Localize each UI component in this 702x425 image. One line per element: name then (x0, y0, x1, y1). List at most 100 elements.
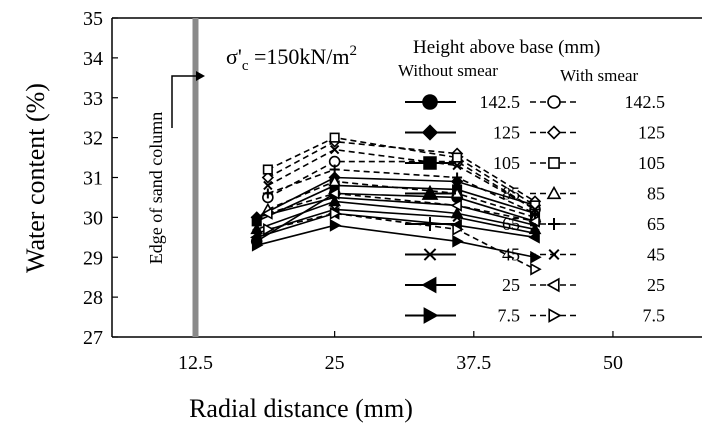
y-tick-label: 27 (83, 327, 103, 349)
legend-row-without: 25 (405, 275, 520, 295)
marker-triangle-right (452, 234, 464, 248)
series-line (267, 136, 536, 207)
marker-circle (422, 94, 438, 110)
series-line (267, 168, 536, 215)
legend-label: 125 (638, 123, 665, 143)
y-tick-label: 32 (83, 128, 103, 150)
legend-row-without: 125 (405, 123, 520, 143)
legend-label: 85 (502, 184, 520, 204)
marker-triangle-right (263, 222, 275, 236)
marker-square (262, 164, 273, 175)
legend-group-without-smear: Without smear (398, 61, 498, 80)
legend-label: 65 (502, 214, 520, 234)
marker-triangle-left (528, 230, 540, 244)
legend-row-with: 45 (530, 245, 665, 265)
marker-triangle-right (452, 222, 464, 236)
legend-row-without: 7.5 (405, 306, 520, 326)
series-line (267, 148, 536, 211)
marker-triangle-right (329, 207, 342, 220)
marker-square (548, 157, 560, 169)
series-with-triangle-left (261, 187, 540, 228)
legend-label: 45 (647, 245, 665, 265)
x-tick-label: 37.5 (456, 352, 491, 374)
series-line (267, 212, 536, 270)
marker-x-b (423, 248, 437, 261)
legend-row-with: 65 (530, 214, 665, 234)
legend-row-with: 7.5 (530, 306, 665, 326)
legend-label: 25 (647, 275, 665, 295)
series-line (256, 196, 536, 227)
legend-label: 105 (638, 153, 665, 173)
data-series (250, 132, 542, 276)
legend-label: 142.5 (625, 92, 666, 112)
axes: 27 28 29 30 31 32 33 34 35 12.5 25 37.5 50 (83, 8, 702, 374)
y-tick-label: 35 (83, 8, 103, 30)
legend-label: 125 (493, 123, 520, 143)
series-line (256, 212, 536, 239)
edge-of-sand-column-label: Edge of sand column (146, 112, 166, 264)
y-tick-label: 30 (83, 207, 103, 229)
y-tick-label: 33 (83, 88, 103, 110)
legend-label: 45 (502, 245, 520, 265)
legend-label: 25 (502, 275, 520, 295)
legend-row-without: 142.5 (405, 92, 520, 112)
marker-triangle (328, 174, 342, 187)
series-line (267, 160, 536, 211)
y-axis-label: Water content (%) (21, 83, 50, 273)
legend-label: 7.5 (498, 306, 521, 326)
edge-arrow-head (196, 71, 205, 81)
marker-x-b (452, 212, 462, 223)
series-line (256, 200, 536, 231)
marker-diamond (261, 171, 274, 184)
marker-triangle-left (261, 207, 273, 220)
marker-triangle-left (450, 199, 462, 212)
x-axis-label: Radial distance (mm) (189, 394, 413, 423)
marker-square (423, 156, 437, 170)
legend: 142.5 142.5 125 125 105 105 85 85 65 65 45 45 25 25 7.… (405, 92, 665, 326)
legend-row-with: 125 (530, 123, 665, 143)
y-tick-label: 34 (83, 48, 103, 70)
series-line (256, 208, 536, 235)
legend-label: 142.5 (480, 92, 521, 112)
marker-triangle-right (548, 308, 562, 323)
marker-triangle-right (423, 307, 439, 324)
marker-x-b (530, 204, 540, 215)
marker-triangle-right (530, 262, 542, 276)
marker-triangle-left (421, 276, 437, 294)
legend-row-without: 85 (405, 184, 520, 204)
marker-x-b (329, 144, 340, 155)
marker-triangle-left (327, 187, 340, 200)
marker-x-b (452, 160, 462, 171)
marker-x-b (263, 180, 273, 191)
legend-row-with: 85 (530, 184, 665, 204)
series-line (267, 192, 536, 223)
x-tick-label: 50 (603, 352, 623, 374)
legend-group-with-smear: With smear (560, 66, 638, 85)
marker-triangle-left (546, 277, 560, 293)
x-tick-label: 12.5 (178, 352, 213, 374)
marker-circle (547, 95, 561, 109)
series-with-triangle-right (263, 207, 542, 276)
legend-label: 105 (493, 153, 520, 173)
series-line (256, 192, 536, 242)
legend-row-with: 105 (530, 153, 665, 173)
marker-triangle-right (329, 218, 342, 232)
legend-title: Height above base (mm) (413, 37, 600, 58)
x-tick-label: 25 (325, 352, 345, 374)
series-with-square (262, 132, 541, 211)
marker-triangle-left (250, 230, 262, 244)
marker-x-b (548, 248, 560, 261)
y-tick-label: 29 (83, 247, 103, 269)
legend-row-without: 65 (405, 214, 520, 234)
edge-arrow-line (171, 75, 201, 128)
legend-label: 85 (647, 184, 665, 204)
y-tick-label: 28 (83, 287, 103, 309)
marker-diamond (546, 125, 562, 140)
legend-row-with: 142.5 (530, 92, 665, 112)
series-without-triangle-right (251, 218, 542, 264)
legend-label: 65 (647, 214, 665, 234)
marker-square (452, 152, 463, 163)
sand-column-edge (171, 18, 205, 337)
legend-row-with: 25 (530, 275, 665, 295)
